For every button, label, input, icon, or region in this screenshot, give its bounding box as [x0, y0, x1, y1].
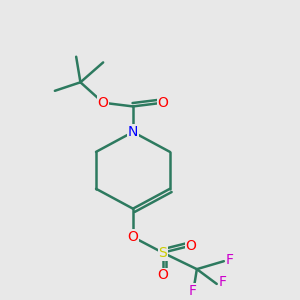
Text: O: O [98, 96, 109, 110]
Text: F: F [189, 284, 196, 298]
Text: O: O [157, 96, 168, 110]
Text: O: O [186, 238, 196, 253]
Text: F: F [219, 275, 227, 290]
Text: O: O [157, 268, 168, 282]
Text: S: S [158, 246, 167, 260]
Text: N: N [128, 125, 138, 139]
Text: O: O [128, 230, 138, 244]
Text: F: F [226, 253, 234, 267]
